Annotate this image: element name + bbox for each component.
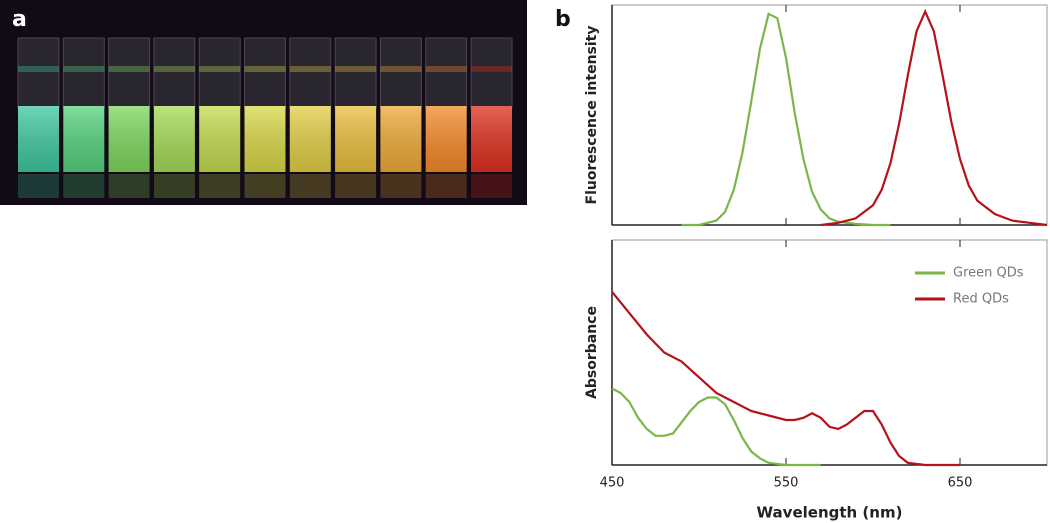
vial-shade bbox=[425, 106, 467, 172]
vial-glass bbox=[379, 37, 422, 109]
vial-reflection bbox=[153, 174, 195, 198]
vial-shade bbox=[244, 106, 286, 172]
vial-reflection bbox=[108, 174, 150, 198]
vial-cap-rim bbox=[199, 66, 241, 72]
x-tick-label: 450 bbox=[600, 476, 625, 491]
vial-reflection bbox=[18, 174, 59, 198]
series-line bbox=[611, 291, 960, 467]
vial-cap-rim bbox=[63, 66, 105, 72]
vial-cap-rim bbox=[380, 66, 422, 72]
vial-reflection bbox=[471, 174, 512, 198]
y-axis-label: Fluorescence intensity bbox=[584, 26, 600, 205]
vial-shade bbox=[289, 106, 331, 172]
vial-shade bbox=[335, 106, 377, 172]
vial-reflection bbox=[335, 174, 377, 198]
panel-label: b bbox=[555, 7, 571, 32]
vial-shade bbox=[380, 106, 422, 172]
vial-glass bbox=[108, 37, 151, 109]
y-axis-label: Absorbance bbox=[584, 306, 600, 399]
vial-cap-rim bbox=[335, 66, 377, 72]
vial-cap-rim bbox=[425, 66, 467, 72]
vial-glass bbox=[153, 37, 196, 109]
vial-glass bbox=[334, 37, 377, 109]
vial-shade bbox=[63, 106, 105, 172]
series-line bbox=[681, 12, 891, 227]
vial-photo bbox=[0, 0, 527, 205]
vial-glass bbox=[470, 37, 513, 109]
x-tick-label: 650 bbox=[948, 476, 973, 491]
vial-glass bbox=[17, 37, 60, 109]
vial-reflection bbox=[244, 174, 286, 198]
series-line bbox=[820, 8, 1048, 227]
x-tick-label: 550 bbox=[774, 476, 799, 491]
plot-frame bbox=[611, 4, 1048, 226]
vial-glass bbox=[198, 37, 241, 109]
vial-cap-rim bbox=[244, 66, 286, 72]
vial-glass bbox=[62, 37, 105, 109]
vial-reflection bbox=[199, 174, 241, 198]
vial-reflection bbox=[63, 174, 105, 198]
series-line bbox=[611, 387, 821, 467]
vial-glass bbox=[425, 37, 468, 109]
panel-label: a bbox=[12, 7, 27, 32]
vial-cap-rim bbox=[108, 66, 150, 72]
legend-label: Red QDs bbox=[953, 292, 1009, 307]
vial-shade bbox=[18, 106, 59, 172]
legend-label: Green QDs bbox=[953, 266, 1024, 281]
vial-glass bbox=[244, 37, 286, 109]
vial-shade bbox=[199, 106, 241, 172]
vial-cap-rim bbox=[471, 66, 512, 72]
vial-cap-rim bbox=[289, 66, 331, 72]
vial-shade bbox=[108, 106, 150, 172]
vial-reflection bbox=[289, 174, 331, 198]
vial-shade bbox=[471, 106, 512, 172]
vial-reflection bbox=[425, 174, 467, 198]
vial-cap-rim bbox=[18, 66, 59, 72]
x-axis-label: Wavelength (nm) bbox=[757, 504, 903, 522]
vial-shade bbox=[153, 106, 195, 172]
vial-reflection bbox=[380, 174, 422, 198]
vial-glass bbox=[289, 37, 332, 109]
vial-cap-rim bbox=[153, 66, 195, 72]
